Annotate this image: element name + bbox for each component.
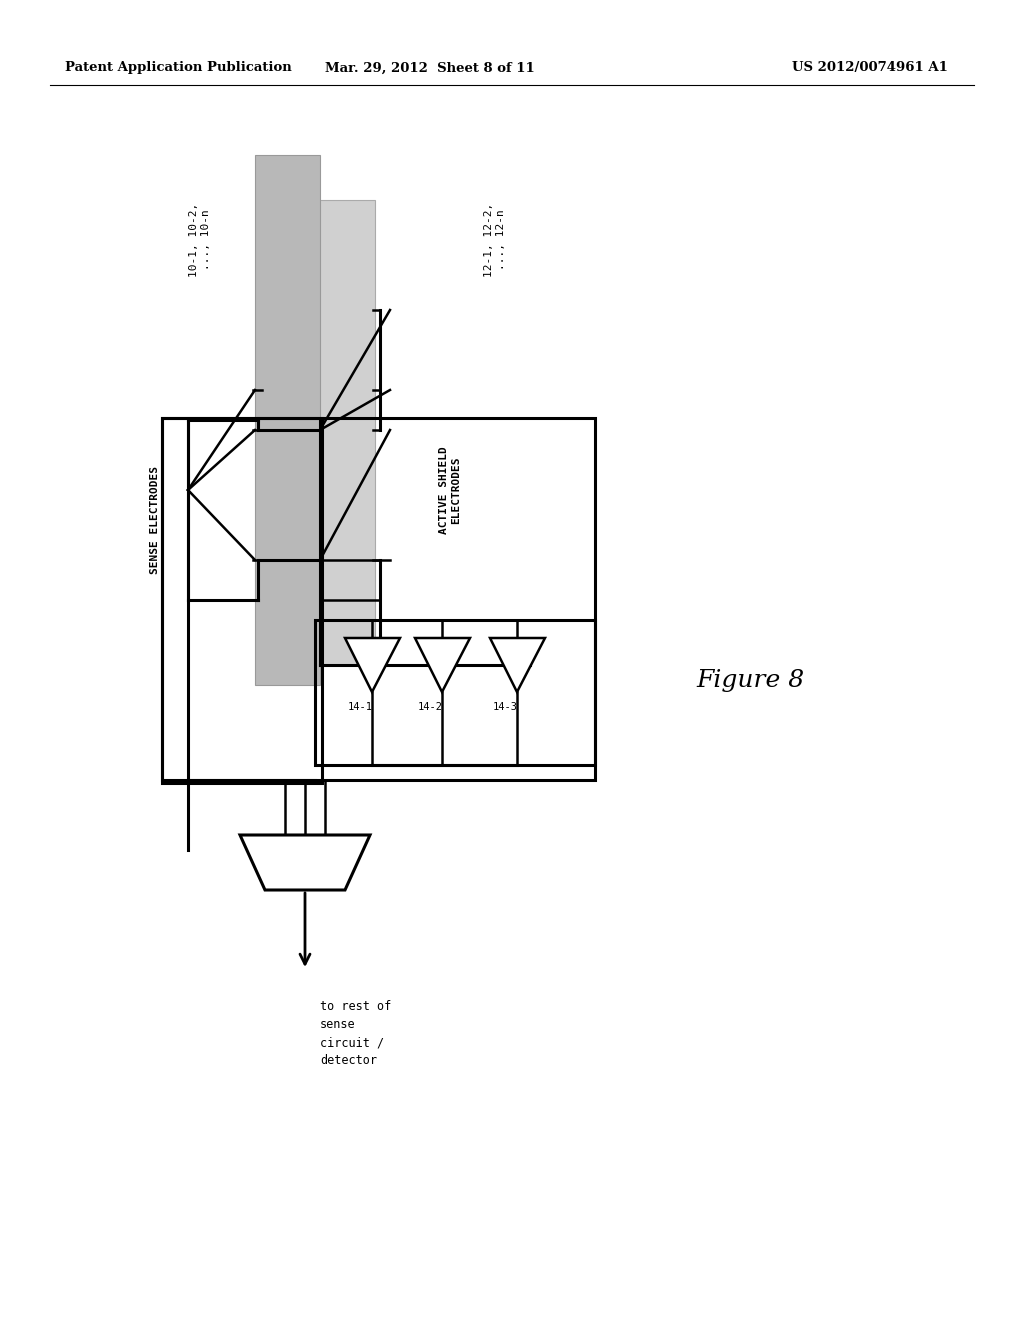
Text: Patent Application Publication: Patent Application Publication: [65, 62, 292, 74]
Bar: [295, 201, 375, 665]
Text: 14-2: 14-2: [418, 702, 443, 711]
Polygon shape: [345, 638, 400, 692]
Text: 14-1: 14-1: [348, 702, 373, 711]
Text: ACTIVE SHIELD
ELECTRODES: ACTIVE SHIELD ELECTRODES: [439, 446, 461, 533]
Text: Figure 8: Figure 8: [696, 668, 804, 692]
Bar: [255, 154, 319, 685]
Text: 10-1, 10-2,
..., 10-n: 10-1, 10-2, ..., 10-n: [188, 203, 211, 277]
Text: US 2012/0074961 A1: US 2012/0074961 A1: [792, 62, 948, 74]
Bar: [162, 418, 322, 783]
Polygon shape: [240, 836, 370, 890]
Text: Mar. 29, 2012  Sheet 8 of 11: Mar. 29, 2012 Sheet 8 of 11: [326, 62, 535, 74]
Text: 14-3: 14-3: [493, 702, 518, 711]
Text: to rest of
sense
circuit /
detector: to rest of sense circuit / detector: [319, 1001, 391, 1067]
Text: SENSE ELECTRODES: SENSE ELECTRODES: [150, 466, 160, 574]
Polygon shape: [490, 638, 545, 692]
Bar: [315, 620, 595, 766]
Polygon shape: [415, 638, 470, 692]
Text: 12-1, 12-2,
..., 12-n: 12-1, 12-2, ..., 12-n: [483, 203, 506, 277]
Bar: [162, 418, 595, 780]
